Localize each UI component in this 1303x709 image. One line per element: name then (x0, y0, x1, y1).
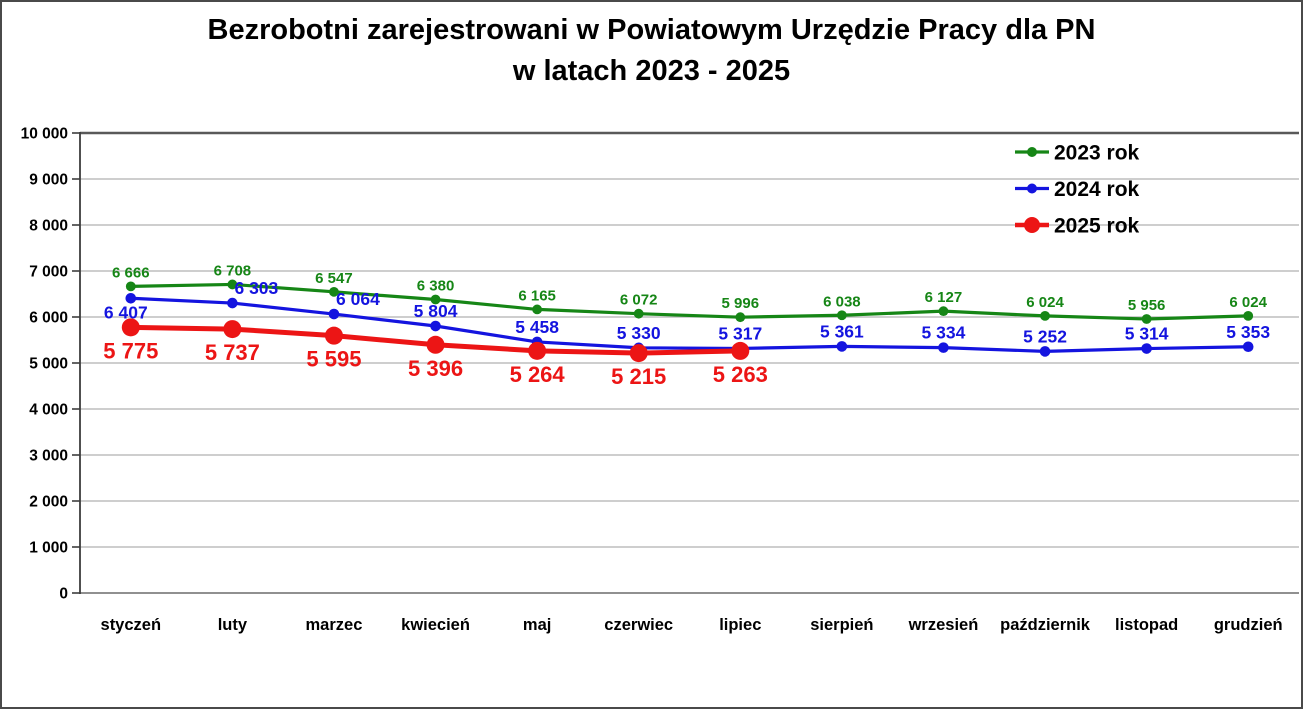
data-label-2023: 6 708 (214, 262, 252, 279)
y-axis-tick-label: 4 000 (29, 402, 68, 419)
data-point-marker-2025 (223, 320, 242, 339)
data-label-2024: 5 804 (414, 301, 458, 321)
data-label-2024: 6 407 (104, 302, 148, 322)
chart-title: Bezrobotni zarejestrowani w Powiatowym U… (2, 10, 1301, 92)
data-point-marker-2023 (430, 294, 441, 305)
legend-label-2025: 2025 rok (1054, 215, 1140, 238)
data-point-marker-2023 (633, 308, 644, 319)
y-axis-tick-label: 6 000 (29, 310, 68, 327)
data-label-2024: 6 303 (234, 278, 278, 298)
series-line-2024-rok (129, 296, 1250, 354)
y-axis-tick-label: 2 000 (29, 494, 68, 511)
y-axis-tick-label: 1 000 (29, 540, 68, 557)
legend-marker-dot-2023 (1027, 147, 1037, 157)
x-axis-label: wrzesień (908, 616, 979, 634)
data-label-2023: 6 024 (1229, 294, 1267, 311)
x-axis-label: listopad (1115, 616, 1178, 634)
data-label-2025: 5 215 (611, 364, 666, 389)
data-point-marker-2025 (629, 344, 648, 363)
data-label-2025: 5 775 (103, 338, 158, 363)
x-axis-label: kwiecień (401, 616, 470, 634)
data-point-marker-2024 (836, 341, 848, 352)
x-axis-label: czerwiec (604, 616, 673, 634)
x-axis-label: styczeń (101, 616, 162, 634)
data-point-marker-2024 (125, 292, 137, 304)
data-point-marker-2025 (426, 335, 445, 354)
data-label-2024: 5 334 (922, 323, 966, 343)
y-axis-tick-label: 8 000 (29, 218, 68, 235)
data-point-marker-2023 (227, 279, 238, 290)
data-label-2024: 6 064 (336, 289, 380, 309)
x-axis-label: maj (523, 616, 551, 634)
data-label-2023: 5 956 (1128, 297, 1166, 314)
y-axis-tick-label: 0 (59, 586, 68, 603)
legend-label-2024: 2024 rok (1054, 178, 1140, 201)
chart-title-line2: w latach 2023 - 2025 (512, 55, 791, 87)
data-label-2023: 6 024 (1026, 294, 1064, 311)
data-point-marker-2023 (1040, 310, 1050, 321)
data-label-2023: 6 380 (417, 278, 455, 295)
data-label-2025: 5 396 (408, 356, 463, 381)
x-axis-label: październik (1000, 616, 1091, 634)
data-point-marker-2023 (532, 304, 543, 315)
y-axis-tick-label: 5 000 (29, 356, 68, 373)
data-point-marker-2024 (1039, 346, 1051, 357)
data-point-marker-2024 (938, 342, 949, 353)
data-point-marker-2023 (329, 286, 339, 297)
data-label-2023: 6 038 (823, 293, 861, 310)
data-label-2023: 5 996 (722, 295, 760, 312)
data-point-marker-2023 (836, 310, 847, 321)
data-point-marker-2023 (938, 306, 949, 317)
data-label-2024: 5 314 (1125, 324, 1169, 344)
data-point-marker-2023 (735, 312, 746, 323)
data-point-marker-2025 (528, 341, 547, 360)
data-label-2023: 6 072 (620, 292, 658, 309)
data-label-2024: 5 317 (718, 323, 762, 343)
y-axis-tick-label: 9 000 (29, 172, 68, 189)
legend-marker-dot-2025 (1024, 217, 1040, 233)
data-point-marker-2025 (731, 341, 750, 360)
x-axis-label: grudzień (1214, 616, 1283, 634)
data-label-2025: 5 264 (510, 362, 566, 387)
data-label-2024: 5 458 (515, 317, 559, 337)
data-label-2023: 6 165 (518, 287, 556, 304)
data-label-2023: 6 547 (315, 270, 353, 287)
y-axis-tick-label: 10 000 (21, 126, 68, 143)
x-axis-label: luty (218, 616, 248, 634)
data-label-2024: 5 353 (1226, 322, 1270, 342)
data-label-2025: 5 737 (205, 340, 260, 365)
legend-label-2023: 2023 rok (1054, 142, 1140, 165)
data-label-2025: 5 263 (713, 362, 768, 387)
data-label-2023: 6 666 (112, 264, 150, 281)
y-axis-tick-label: 7 000 (29, 264, 68, 281)
data-point-marker-2023 (1243, 310, 1254, 321)
x-axis-label: lipiec (719, 616, 761, 634)
data-point-marker-2024 (328, 308, 340, 320)
data-point-marker-2025 (324, 326, 343, 345)
data-point-marker-2024 (1141, 343, 1152, 354)
x-axis-label: marzec (306, 616, 363, 634)
data-point-marker-2023 (125, 281, 136, 292)
series-line-2023-rok (129, 282, 1250, 321)
legend-marker-dot-2024 (1027, 183, 1037, 194)
data-label-2025: 5 595 (306, 347, 361, 372)
data-label-2024: 5 252 (1023, 326, 1067, 346)
data-label-2023: 6 127 (925, 289, 963, 306)
chart-title-line1: Bezrobotni zarejestrowani w Powiatowym U… (207, 14, 1096, 46)
data-label-2024: 5 361 (820, 321, 864, 341)
data-point-marker-2025 (121, 318, 140, 337)
data-point-marker-2023 (1141, 314, 1152, 324)
x-axis-label: sierpień (810, 616, 873, 634)
y-axis-tick-label: 3 000 (29, 448, 68, 465)
data-point-marker-2024 (1242, 341, 1254, 353)
data-point-marker-2024 (430, 320, 441, 332)
data-label-2024: 5 330 (617, 323, 661, 343)
data-point-marker-2024 (227, 297, 238, 309)
